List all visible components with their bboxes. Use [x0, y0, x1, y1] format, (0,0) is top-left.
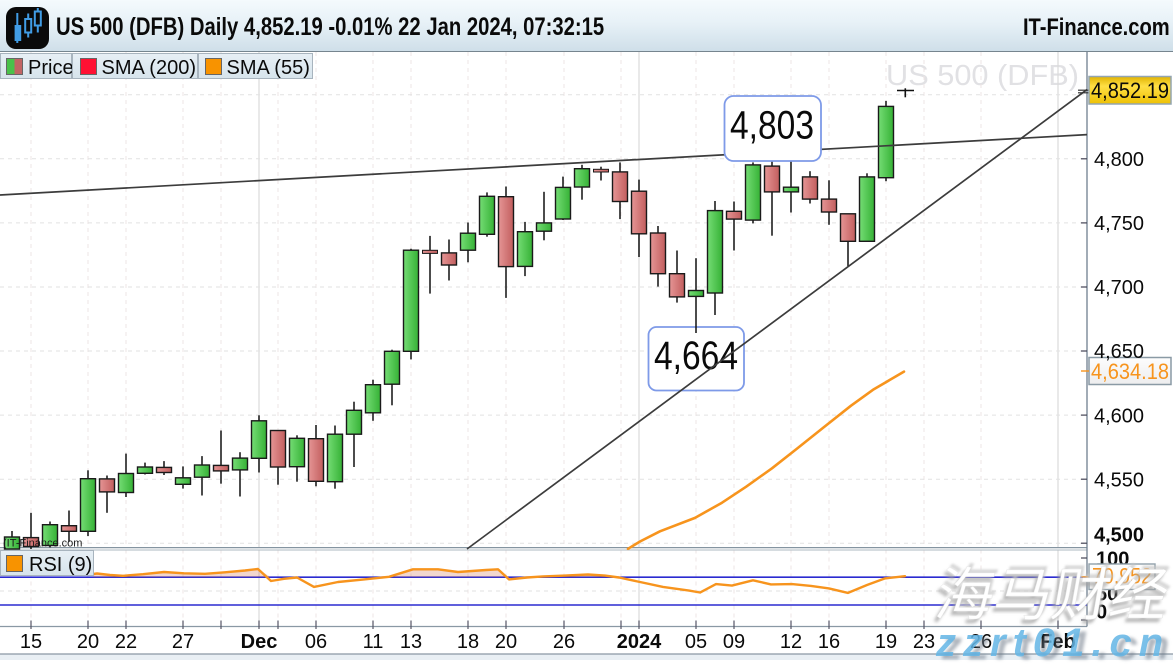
svg-text:4,550: 4,550 — [1094, 469, 1144, 491]
svg-text:Dec: Dec — [241, 631, 278, 653]
svg-text:27: 27 — [172, 631, 194, 653]
svg-text:11: 11 — [363, 631, 384, 653]
svg-text:13: 13 — [400, 631, 422, 653]
svg-text:05: 05 — [685, 631, 707, 653]
svg-text:26: 26 — [553, 631, 575, 653]
svg-text:16: 16 — [818, 631, 840, 653]
svg-text:4,650: 4,650 — [1094, 341, 1144, 363]
svg-text:20: 20 — [495, 631, 517, 653]
svg-text:US 500 (DFB): US 500 (DFB) — [886, 60, 1079, 92]
svg-text:18: 18 — [457, 631, 479, 653]
svg-text:4,634.18: 4,634.18 — [1091, 359, 1169, 384]
svg-text:4,800: 4,800 — [1094, 149, 1144, 171]
svg-text:4,852.19: 4,852.19 — [1091, 78, 1169, 103]
svg-text:Feb: Feb — [1040, 631, 1076, 653]
svg-text:15: 15 — [20, 631, 42, 653]
svg-text:4,664: 4,664 — [654, 334, 738, 378]
svg-text:22: 22 — [115, 631, 137, 653]
svg-text:0: 0 — [1096, 602, 1107, 624]
svg-text:09: 09 — [723, 631, 745, 653]
svg-text:4,700: 4,700 — [1094, 277, 1144, 299]
svg-text:4,600: 4,600 — [1094, 405, 1144, 427]
svg-text:23: 23 — [913, 631, 935, 653]
svg-text:19: 19 — [875, 631, 897, 653]
svg-text:4,750: 4,750 — [1094, 213, 1144, 235]
svg-text:06: 06 — [305, 631, 327, 653]
svg-text:20: 20 — [77, 631, 99, 653]
svg-text:2024: 2024 — [617, 631, 662, 653]
svg-text:4,500: 4,500 — [1094, 525, 1144, 547]
svg-text:(IT-Finance.com: (IT-Finance.com — [3, 538, 82, 550]
svg-text:26: 26 — [970, 631, 992, 653]
svg-text:12: 12 — [780, 631, 802, 653]
svg-text:4,803: 4,803 — [730, 104, 814, 148]
